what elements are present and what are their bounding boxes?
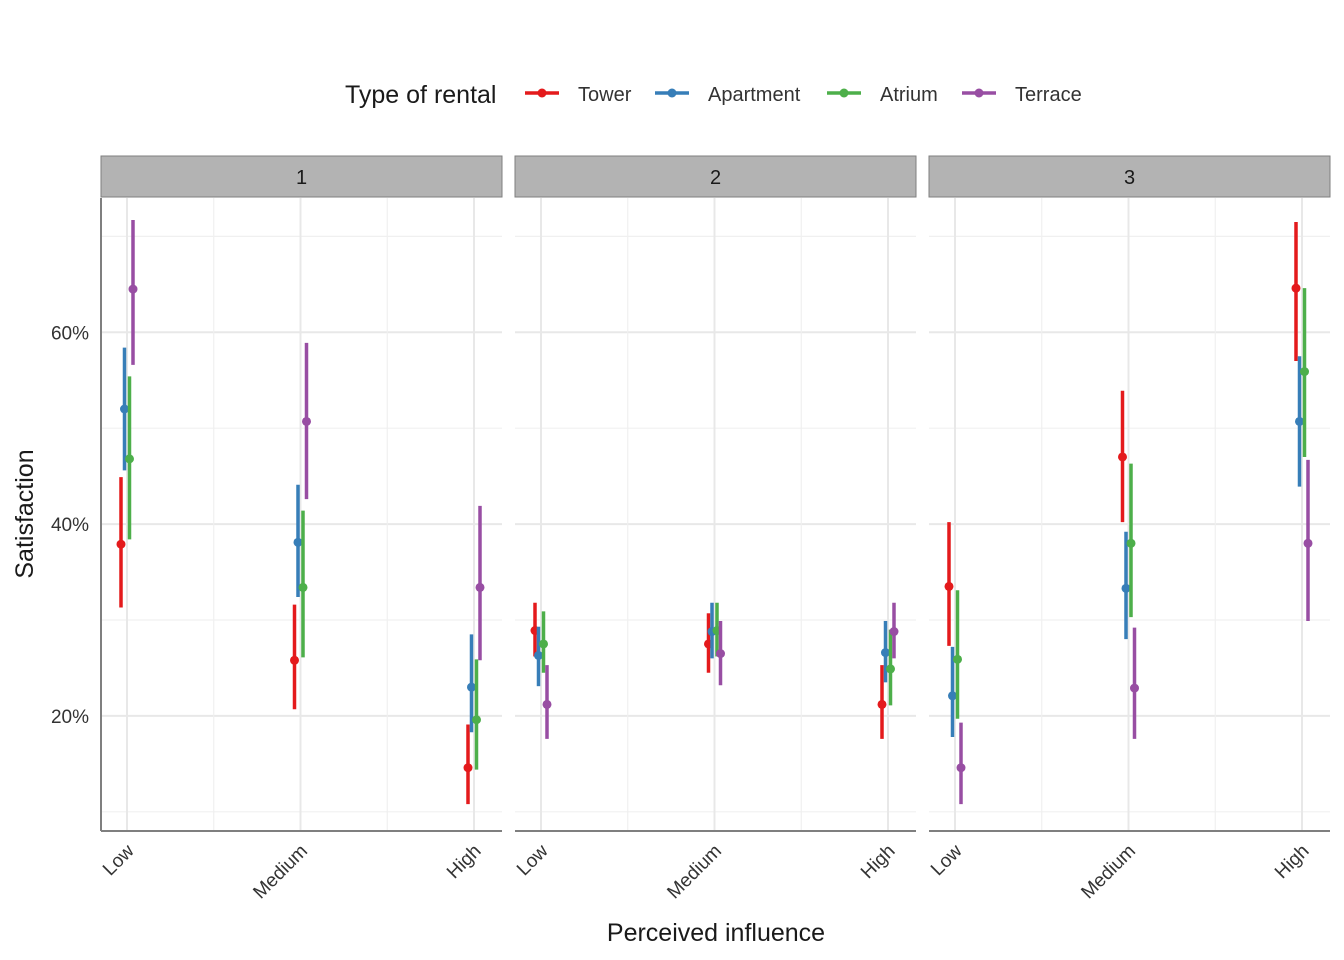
- legend-item-terrace: Terrace: [962, 84, 1082, 106]
- point-atrium: [472, 715, 481, 725]
- point-tower: [1291, 283, 1301, 293]
- facet-strip: [100, 155, 503, 198]
- point-tower: [463, 763, 473, 773]
- facet-strip: [514, 155, 917, 198]
- legend-label: Tower: [578, 84, 632, 106]
- y-axis-title: Satisfaction: [11, 449, 39, 578]
- point-terrace: [128, 284, 138, 294]
- legend-key-point: [974, 88, 984, 98]
- facet-strip-label: 2: [710, 167, 721, 189]
- point-apartment: [293, 537, 303, 547]
- facet-strip-label: 3: [1124, 167, 1135, 189]
- point-terrace: [889, 627, 899, 637]
- x-axis-title: Perceived influence: [607, 919, 825, 947]
- point-apartment: [120, 404, 129, 414]
- x-tick-label: Low: [99, 840, 139, 880]
- legend: Type of rental Tower Apartment Atrium Terra…: [345, 81, 1082, 109]
- point-atrium: [125, 454, 134, 464]
- point-terrace: [956, 763, 966, 773]
- point-terrace: [542, 699, 552, 709]
- point-apartment: [1295, 416, 1304, 426]
- point-tower: [1118, 452, 1127, 462]
- x-tick-label: Medium: [663, 841, 726, 904]
- x-tick-label: High: [1271, 841, 1313, 883]
- point-terrace: [302, 416, 311, 426]
- legend-key-point: [537, 88, 547, 98]
- point-tower: [877, 699, 887, 709]
- x-tick-label: High: [857, 841, 899, 883]
- point-tower: [116, 539, 126, 549]
- legend-key-point: [839, 88, 849, 98]
- point-tower: [290, 655, 299, 665]
- point-atrium: [886, 664, 895, 674]
- x-tick-label: High: [443, 841, 485, 883]
- point-apartment: [467, 682, 476, 692]
- x-tick-label: Low: [513, 840, 553, 880]
- legend-item-atrium: Atrium: [827, 84, 938, 106]
- y-tick-label: 40%: [51, 515, 89, 536]
- legend-title: Type of rental: [345, 81, 496, 109]
- point-apartment: [948, 691, 957, 701]
- facet-panel-1: 1 Low Medium High: [99, 155, 503, 904]
- x-tick-label: Medium: [1077, 841, 1140, 904]
- point-atrium: [953, 654, 962, 664]
- point-atrium: [1300, 367, 1309, 377]
- point-terrace: [1130, 683, 1139, 693]
- point-atrium: [539, 639, 548, 649]
- x-tick-label: Low: [927, 840, 967, 880]
- point-apartment: [881, 648, 890, 658]
- point-tower: [944, 581, 954, 591]
- legend-item-tower: Tower: [525, 84, 632, 106]
- facet-panel-3: 3 Low Medium High: [927, 155, 1331, 904]
- legend-item-apartment: Apartment: [655, 84, 801, 106]
- legend-key-point: [667, 88, 677, 98]
- legend-label: Atrium: [880, 84, 938, 106]
- legend-label: Apartment: [708, 84, 801, 106]
- facet-panel-2: 2 Low Medium High: [513, 155, 917, 904]
- point-terrace: [1303, 538, 1313, 548]
- point-terrace: [716, 649, 725, 659]
- point-atrium: [298, 582, 308, 592]
- point-terrace: [475, 582, 485, 592]
- facet-strip-label: 1: [296, 167, 307, 189]
- point-apartment: [1121, 583, 1131, 593]
- facet-strip: [928, 155, 1331, 198]
- x-tick-label: Medium: [249, 841, 312, 904]
- y-tick-label: 20%: [51, 707, 89, 728]
- point-atrium: [1126, 538, 1136, 548]
- legend-label: Terrace: [1015, 84, 1082, 106]
- y-tick-label: 60%: [51, 323, 89, 344]
- point-apartment: [534, 650, 543, 660]
